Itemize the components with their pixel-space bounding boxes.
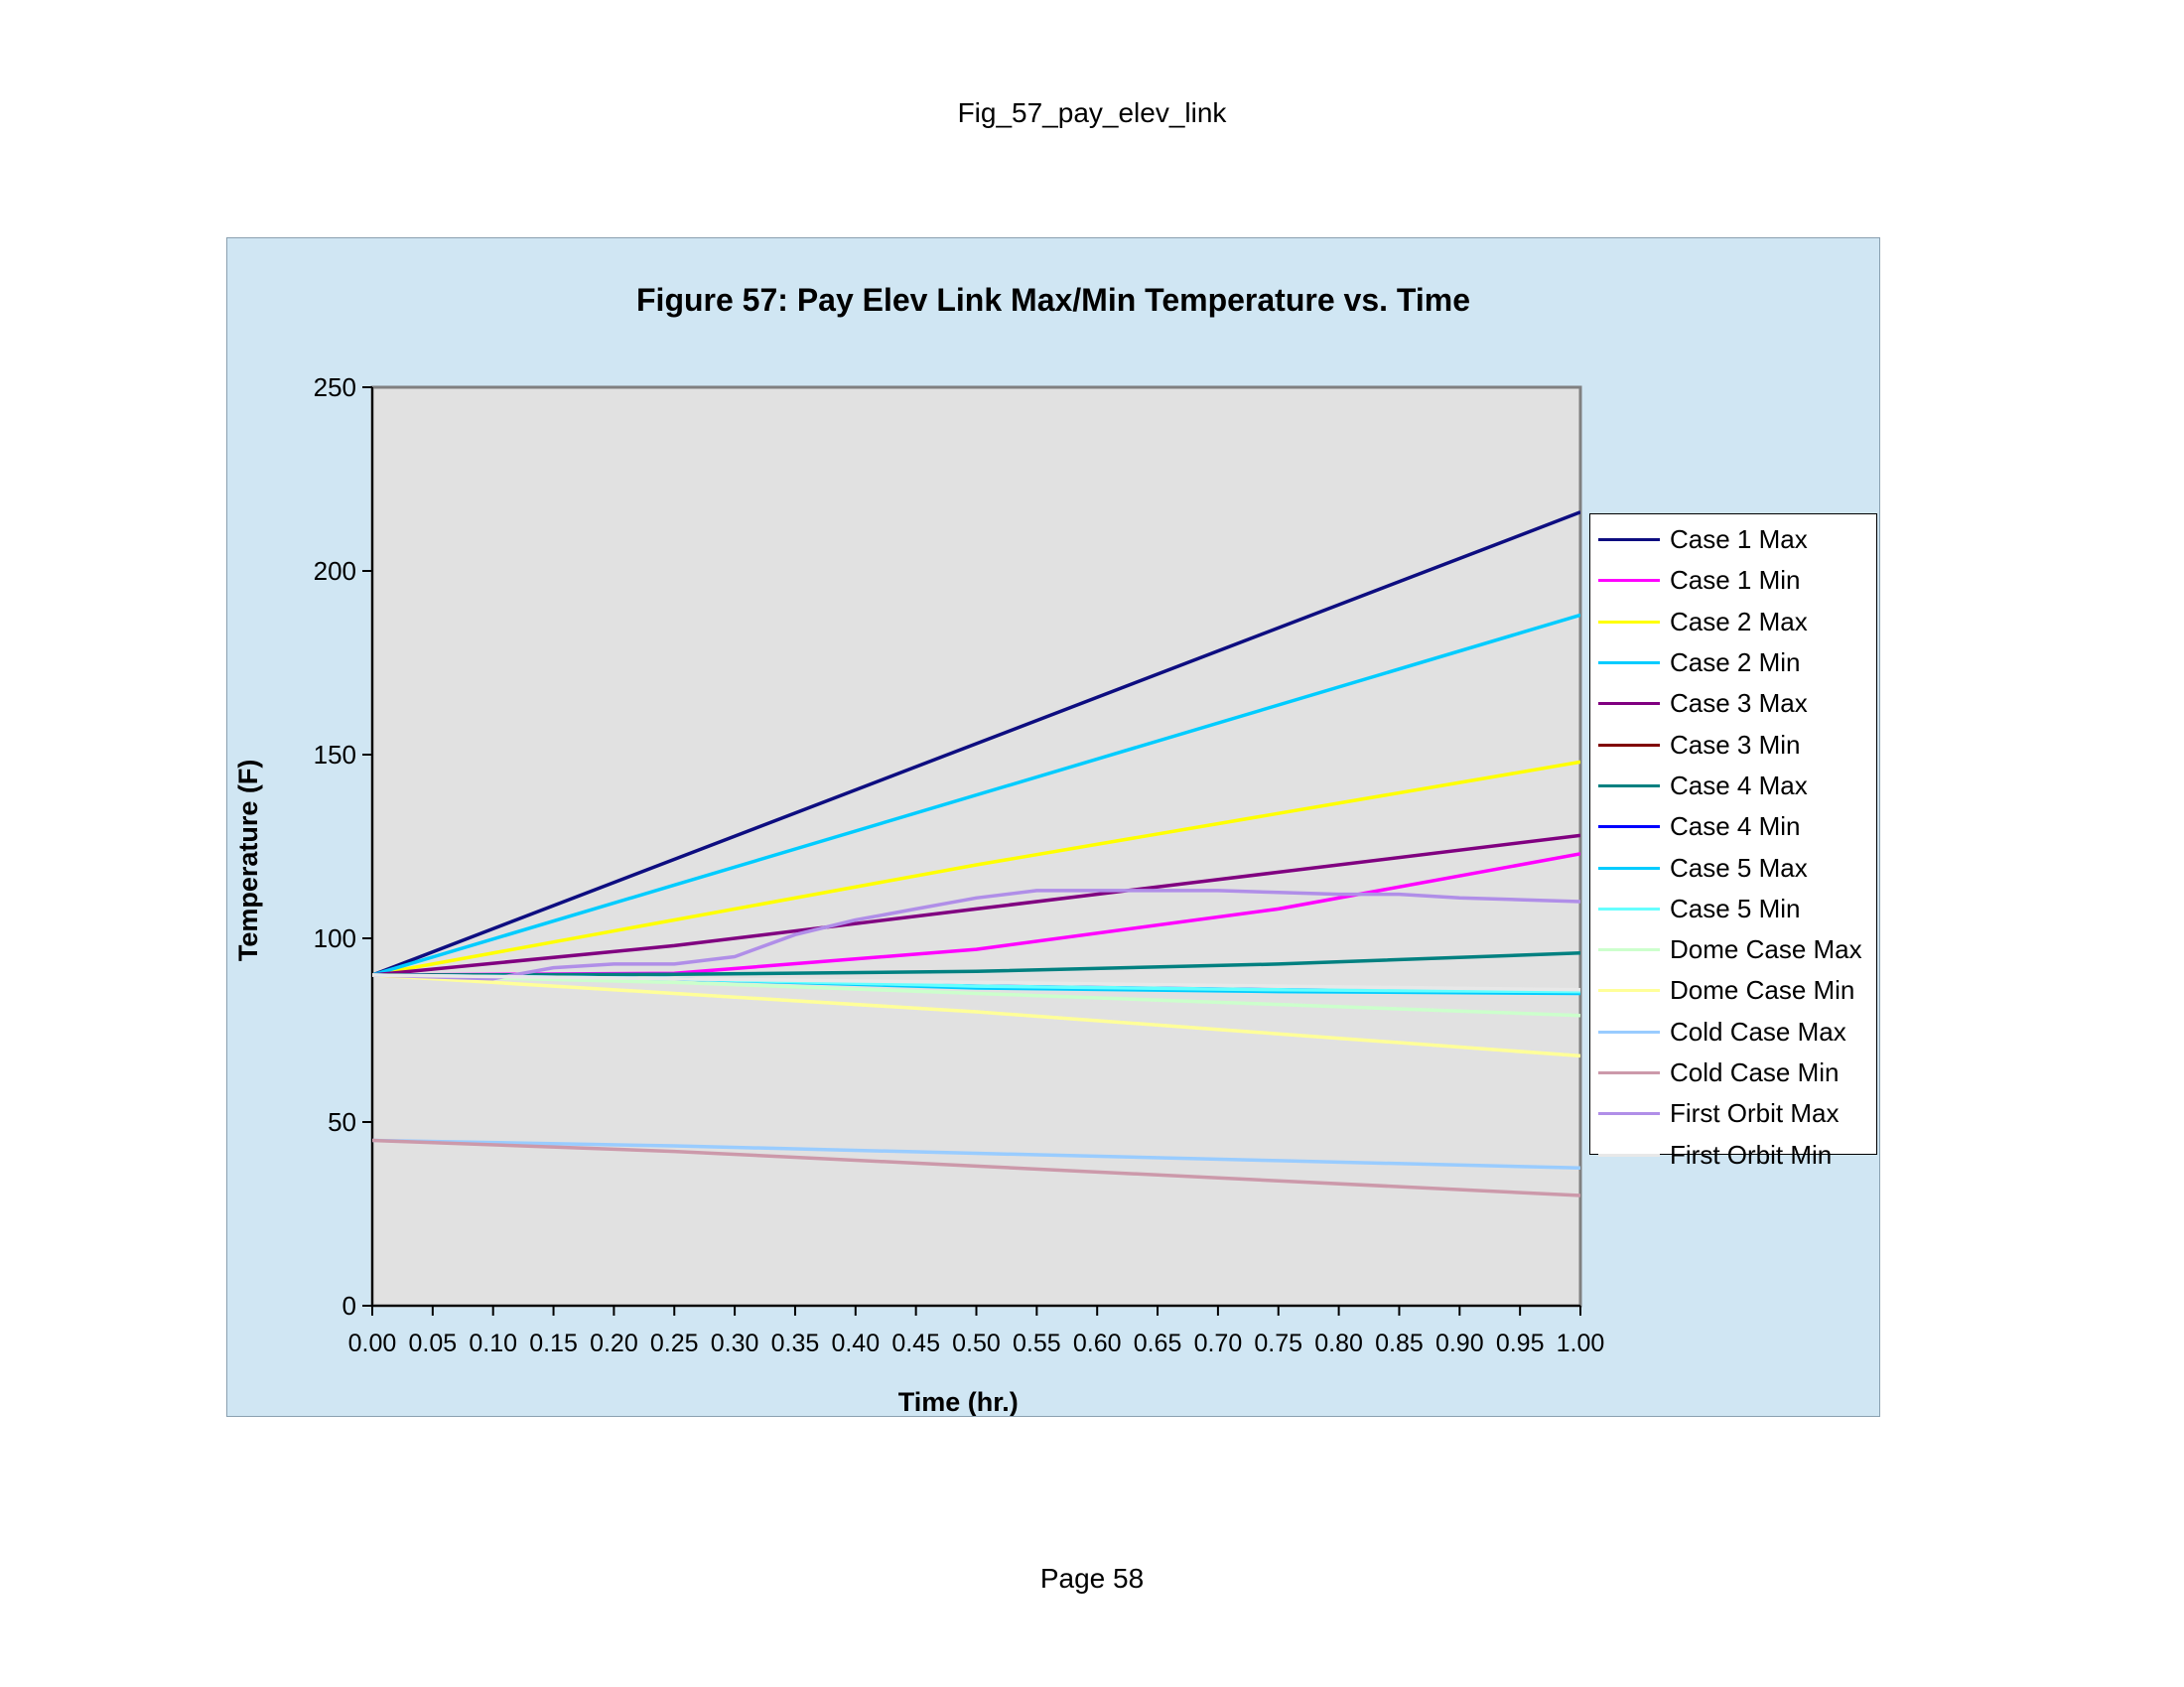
legend-label: Cold Case Min: [1670, 1057, 1840, 1087]
series-line-case-2-max: [372, 760, 1580, 977]
legend-label: Cold Case Max: [1670, 1016, 1846, 1047]
x-tick-label: 0.80: [1314, 1330, 1363, 1357]
legend-swatch: [1598, 538, 1660, 542]
legend-swatch: [1598, 866, 1660, 870]
legend-item: Cold Case Min: [1590, 1053, 1876, 1093]
legend-label: Dome Case Min: [1670, 975, 1855, 1006]
legend-item: First Orbit Max: [1590, 1093, 1876, 1134]
x-tick-label: 0.60: [1073, 1330, 1122, 1357]
legend-swatch: [1598, 907, 1660, 911]
series-line-first-orbit-min: [372, 973, 1580, 992]
x-tick-label: 0.20: [590, 1330, 638, 1357]
legend-item: Case 3 Min: [1590, 724, 1876, 765]
series-line-dome-case-min: [372, 973, 1580, 1058]
x-axis-label: Time (hr.): [898, 1387, 1019, 1416]
x-tick-label: 0.10: [469, 1330, 517, 1357]
series-line-first-orbit-max: [372, 889, 1580, 981]
legend-item: Cold Case Max: [1590, 1012, 1876, 1053]
legend-label: Case 4 Min: [1670, 811, 1801, 842]
series-line-cold-case-min: [372, 1138, 1580, 1197]
legend-label: Case 5 Max: [1670, 852, 1808, 883]
y-tick-label: 200: [314, 556, 356, 586]
legend-swatch: [1598, 702, 1660, 706]
legend-swatch: [1598, 743, 1660, 747]
series-line-case-1-max: [372, 510, 1580, 977]
legend-label: Dome Case Max: [1670, 934, 1862, 965]
legend-label: Case 4 Max: [1670, 770, 1808, 800]
page-footer: Page 58: [1039, 1563, 1145, 1594]
x-tick-label: 0.85: [1375, 1330, 1424, 1357]
series-line-case-4-max: [372, 951, 1580, 977]
x-tick-label: 1.00: [1557, 1330, 1605, 1357]
legend-swatch: [1598, 620, 1660, 624]
plot-area: [370, 385, 1582, 1308]
x-tick-label: 0.25: [650, 1330, 699, 1357]
legend-label: Case 5 Min: [1670, 893, 1801, 923]
series-line-case-2-min: [372, 613, 1580, 977]
legend: Case 1 Max Case 1 Min Case 2 Max Case 2 Min…: [1589, 513, 1877, 1170]
legend-label: First Orbit Min: [1670, 1139, 1833, 1170]
x-tick-label: 0.00: [348, 1330, 397, 1357]
y-tick-label: 100: [314, 923, 356, 953]
x-tick-label: 0.55: [1013, 1330, 1061, 1357]
legend-label: First Orbit Max: [1670, 1098, 1840, 1129]
legend-item: Case 5 Min: [1590, 889, 1876, 929]
legend-item: First Orbit Min: [1590, 1134, 1876, 1175]
legend-item: Case 4 Max: [1590, 766, 1876, 806]
legend-swatch: [1598, 989, 1660, 993]
legend-item: Dome Case Min: [1590, 970, 1876, 1011]
legend-item: Case 4 Min: [1590, 806, 1876, 847]
y-tick-label: 50: [328, 1107, 356, 1137]
page-header: Fig_57_pay_elev_link: [957, 97, 1227, 128]
x-tick-label: 0.95: [1496, 1330, 1545, 1357]
x-tick-label: 0.05: [409, 1330, 458, 1357]
x-tick-label: 0.70: [1194, 1330, 1243, 1357]
legend-swatch: [1598, 1112, 1660, 1116]
legend-item: Case 1 Max: [1590, 519, 1876, 560]
legend-item: Case 5 Max: [1590, 847, 1876, 888]
series-group: [372, 510, 1580, 1197]
legend-item: Case 3 Max: [1590, 683, 1876, 724]
series-line-dome-case-max: [372, 973, 1580, 1018]
x-tick-label: 0.30: [711, 1330, 759, 1357]
x-tick-label: 0.35: [771, 1330, 820, 1357]
x-tick-label: 0.15: [529, 1330, 578, 1357]
legend-label: Case 1 Max: [1670, 524, 1808, 555]
y-axis-label: Temperature (F): [233, 760, 263, 962]
x-tick-label: 0.50: [952, 1330, 1001, 1357]
legend-item: Case 2 Max: [1590, 602, 1876, 642]
plot-svg: 0 50 100 150 200 250 0.00 0.05 0.10 0.15 0.20 0.25 0…: [233, 372, 1605, 1416]
y-tick-label: 150: [314, 740, 356, 770]
legend-label: Case 2 Max: [1670, 606, 1808, 636]
legend-label: Case 2 Min: [1670, 647, 1801, 678]
series-line-case-3-max: [372, 833, 1580, 977]
legend-item: Dome Case Max: [1590, 929, 1876, 970]
legend-item: Case 2 Min: [1590, 642, 1876, 683]
x-tick-label: 0.45: [891, 1330, 940, 1357]
legend-swatch: [1598, 825, 1660, 829]
chart-title: Figure 57: Pay Elev Link Max/Min Tempera…: [636, 282, 1470, 318]
legend-swatch: [1598, 661, 1660, 665]
legend-label: Case 3 Max: [1670, 688, 1808, 719]
legend-swatch: [1598, 948, 1660, 952]
y-tick-label: 0: [342, 1291, 356, 1321]
x-tick-label: 0.75: [1254, 1330, 1302, 1357]
x-tick-label: 0.40: [831, 1330, 880, 1357]
legend-swatch: [1598, 1030, 1660, 1034]
legend-item: Case 1 Min: [1590, 560, 1876, 601]
legend-swatch: [1598, 783, 1660, 787]
x-tick-label: 0.65: [1134, 1330, 1182, 1357]
legend-label: Case 3 Min: [1670, 729, 1801, 760]
legend-swatch: [1598, 1153, 1660, 1157]
legend-swatch: [1598, 1071, 1660, 1074]
series-line-cold-case-max: [372, 1138, 1580, 1171]
chart-area: Figure 57: Pay Elev Link Max/Min Tempera…: [226, 237, 1880, 1417]
y-tick-label: 250: [314, 372, 356, 402]
x-tick-label: 0.90: [1435, 1330, 1484, 1357]
legend-label: Case 1 Min: [1670, 565, 1801, 596]
legend-swatch: [1598, 579, 1660, 583]
